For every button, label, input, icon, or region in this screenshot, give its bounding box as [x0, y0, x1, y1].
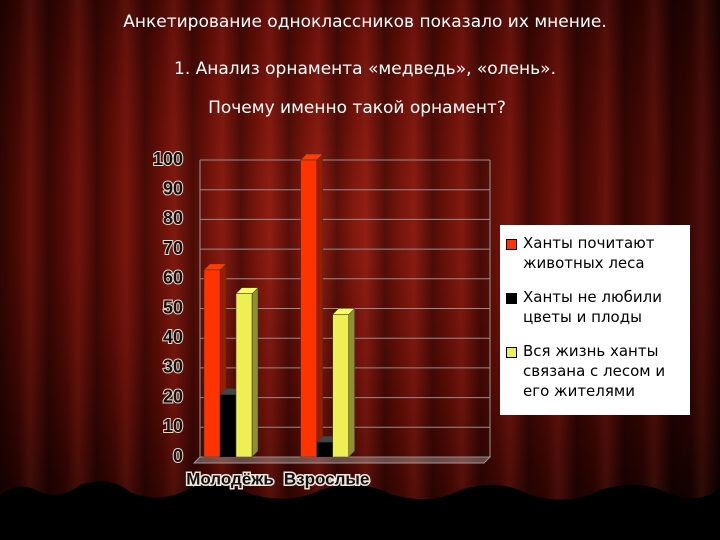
y-tick-label: 90 [163, 178, 183, 198]
bar-side [316, 153, 323, 458]
x-tick-label: Взрослые [284, 469, 370, 488]
y-tick-label: 60 [163, 268, 183, 288]
y-tick-label: 50 [163, 297, 183, 317]
legend-item: Ханты не любили цветы и плоды [506, 287, 684, 327]
curtain-edge [0, 481, 720, 540]
bar [235, 287, 259, 458]
bar-front [219, 394, 237, 458]
bar [300, 153, 324, 458]
legend-label: Ханты не любили цветы и плоды [523, 288, 662, 326]
bar-front [316, 441, 333, 458]
legend: Ханты почитают животных леса Ханты не люб… [500, 225, 690, 415]
y-tick-label: 80 [163, 208, 183, 228]
bar-side [251, 287, 259, 458]
bar-front [332, 314, 349, 458]
legend-swatch [506, 293, 517, 304]
y-tick-label: 70 [163, 238, 183, 258]
y-tick-label: 40 [163, 327, 183, 347]
legend-item: Вся жизнь ханты связана с лесом и его жи… [506, 341, 684, 401]
legend-swatch [506, 239, 517, 250]
y-tick-label: 10 [163, 416, 183, 436]
y-tick-label: 30 [163, 357, 183, 377]
legend-label: Вся жизнь ханты связана с лесом и его жи… [523, 342, 666, 400]
subtitle: 1. Анализ орнамента «медведь», «олень». [174, 59, 556, 79]
bar-front [300, 159, 317, 458]
bar-front [235, 293, 253, 458]
y-tick-label: 0 [173, 446, 183, 466]
title: Анкетирование одноклассников показало их… [123, 12, 607, 32]
y-tick-label: 20 [163, 386, 183, 406]
bar-side [348, 307, 355, 458]
legend-swatch [506, 347, 517, 358]
bar [332, 307, 356, 458]
question: Почему именно такой орнамент? [208, 98, 506, 118]
floor [192, 456, 492, 464]
y-tick-label: 100 [153, 149, 183, 169]
legend-label: Ханты почитают животных леса [523, 234, 655, 272]
legend-item: Ханты почитают животных леса [506, 233, 684, 273]
x-tick-label: Молодёжь [186, 469, 274, 488]
bar-front [203, 269, 221, 458]
